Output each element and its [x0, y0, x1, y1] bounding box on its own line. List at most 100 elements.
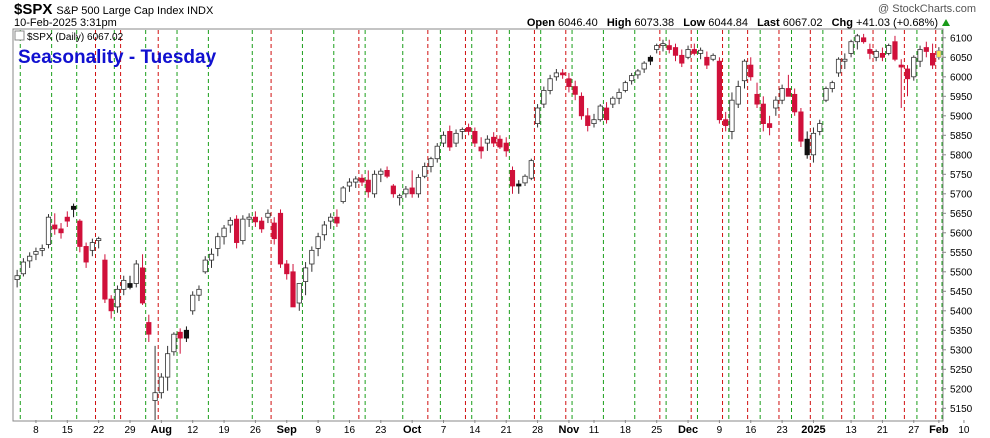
y-tick-label: 5950 [950, 92, 973, 103]
candle-body [27, 255, 33, 262]
x-tick-label: Sep [277, 424, 297, 436]
candle-body [52, 224, 58, 230]
candle-body [346, 181, 353, 187]
candle-body [710, 54, 716, 60]
candle-body [522, 175, 528, 184]
candle-body [810, 132, 817, 156]
y-tick-label: 5750 [950, 170, 973, 181]
candle-body [340, 187, 346, 202]
candle-body [415, 177, 422, 195]
candle-body [447, 130, 453, 148]
x-tick-label: Feb [929, 424, 949, 436]
candle-body [509, 169, 516, 187]
candle-body [334, 216, 340, 224]
candle-body [70, 205, 77, 210]
candle-body [541, 90, 547, 105]
candle-body [240, 218, 246, 241]
candle-body [547, 78, 553, 91]
x-tick-label: 26 [250, 425, 262, 436]
x-tick-label: 21 [877, 425, 889, 436]
x-tick-label: 9 [315, 425, 321, 436]
candle-body [277, 212, 284, 265]
candle-body [930, 53, 936, 66]
x-tick-label: 23 [375, 425, 387, 436]
low-value: 6044.84 [708, 17, 749, 29]
candle-body [741, 60, 748, 82]
candle-body [835, 58, 842, 74]
candle-body [779, 88, 785, 101]
candle-body [422, 166, 428, 177]
candle-body [729, 99, 735, 132]
candle-body [434, 145, 440, 160]
candle-body [904, 68, 911, 80]
candle-body [102, 259, 108, 300]
y-tick-label: 5400 [950, 306, 973, 317]
candle-body [886, 45, 892, 54]
x-tick-label: Aug [151, 424, 172, 436]
candle-body [723, 119, 729, 126]
candle-body [371, 173, 378, 195]
x-tick-label: Oct [403, 424, 422, 436]
x-tick-label: 13 [846, 425, 858, 436]
x-tick-label: Nov [559, 424, 581, 436]
candle-body [252, 216, 259, 223]
candle-body [629, 75, 635, 82]
candle-body [353, 178, 359, 183]
candle-body [597, 105, 603, 121]
y-tick-label: 5500 [950, 267, 973, 278]
chart-header: $SPX S&P 500 Large Cap Index INDX 10-Feb-… [0, 0, 990, 30]
candle-body [785, 88, 791, 97]
y-tick-label: 5600 [950, 228, 973, 239]
candle-body [177, 331, 183, 339]
candle-body [528, 160, 534, 179]
candle-body [83, 246, 89, 263]
candle-body [246, 216, 252, 220]
candle-body [259, 220, 265, 230]
y-tick-label: 5550 [950, 248, 973, 259]
candle-body [672, 47, 679, 56]
quote-date: 10-Feb-2025 3:31pm [14, 17, 117, 29]
x-tick-label: 28 [532, 425, 544, 436]
candle-body [127, 283, 133, 288]
y-tick-label: 6100 [950, 33, 973, 44]
x-tick-label: 2025 [801, 424, 825, 436]
candle-body [89, 242, 95, 251]
y-tick-label: 5150 [950, 404, 973, 415]
candle-body [572, 86, 578, 95]
x-tick-label: 14 [469, 425, 481, 436]
candle-body [829, 82, 835, 89]
candle-body [666, 45, 672, 50]
candle-body [328, 216, 334, 222]
candle-body [459, 129, 465, 132]
candle-body [792, 93, 798, 113]
x-tick-label: Dec [678, 424, 698, 436]
candle-body [453, 132, 459, 144]
candle-body [867, 49, 873, 54]
candle-body [861, 37, 867, 43]
candle-body [45, 216, 52, 245]
candle-body [804, 138, 810, 156]
candle-body [121, 279, 127, 290]
candle-body [503, 142, 509, 152]
candle-body [873, 51, 879, 58]
candle-body [114, 288, 121, 308]
candle-body [227, 219, 233, 226]
x-tick-label: 19 [218, 425, 230, 436]
candle-body [133, 263, 139, 284]
candle-body [296, 283, 302, 304]
candle-body [215, 236, 221, 249]
plot-area [12, 28, 944, 422]
x-tick-label: 22 [93, 425, 105, 436]
candle-body [823, 88, 829, 101]
candle-body [146, 322, 152, 335]
x-tick-label: 12 [187, 425, 199, 436]
chart-title: Seasonality - Tuesday [18, 47, 217, 68]
y-tick-label: 6000 [950, 72, 973, 83]
candle-body [654, 45, 660, 50]
candle-body [33, 251, 39, 255]
candle-body [359, 177, 365, 183]
candle-body [854, 35, 860, 43]
candle-body [848, 41, 854, 54]
candle-body [516, 183, 522, 187]
candle-body [428, 158, 434, 167]
